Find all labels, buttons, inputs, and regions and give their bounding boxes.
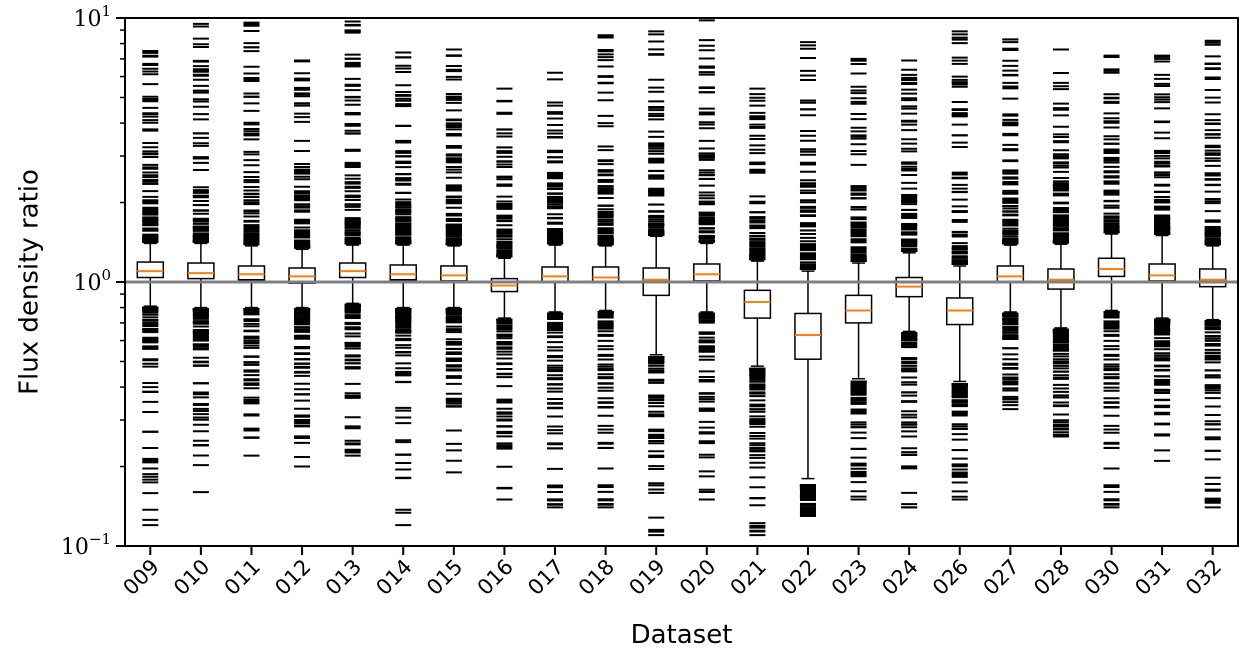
x-tick-label: 026 xyxy=(928,555,973,600)
y-tick-label: 10−1 xyxy=(61,530,111,560)
outliers-021 xyxy=(749,87,766,537)
x-tick-label: 015 xyxy=(422,555,467,600)
box-012 xyxy=(288,59,316,468)
plot-content xyxy=(136,19,1227,537)
box-023 xyxy=(844,57,873,501)
box-body xyxy=(794,312,822,360)
box-body xyxy=(389,264,417,281)
box-031 xyxy=(1148,54,1176,462)
x-tick-label: 027 xyxy=(979,555,1024,600)
y-axis-label: Flux density ratio xyxy=(15,169,45,395)
box-body xyxy=(996,265,1025,283)
box-body xyxy=(591,266,620,283)
x-tick-label: 023 xyxy=(827,555,872,600)
box-body xyxy=(693,263,721,282)
x-tick-label: 022 xyxy=(776,555,821,600)
outliers-014 xyxy=(395,51,412,527)
box-009 xyxy=(136,49,165,527)
box-body xyxy=(440,265,468,282)
outliers-024 xyxy=(901,59,918,509)
x-tick-label: 018 xyxy=(574,555,619,600)
x-tick-label: 024 xyxy=(877,555,922,600)
x-tick-label: 017 xyxy=(523,555,568,600)
outliers-031 xyxy=(1154,54,1171,462)
outliers-022 xyxy=(799,41,816,517)
box-body xyxy=(541,266,569,283)
box-body xyxy=(136,261,165,279)
box-body xyxy=(1097,257,1126,278)
box-022 xyxy=(794,41,822,517)
x-axis-label: Dataset xyxy=(631,620,733,650)
x-axis-ticks: 009 010 011 012 013 014 015 016 017 018 019 020 021 0… xyxy=(119,546,1226,600)
box-021 xyxy=(743,87,772,537)
x-tick-label: 028 xyxy=(1029,555,1074,600)
x-tick-label: 021 xyxy=(726,555,771,600)
x-tick-label: 012 xyxy=(270,555,315,600)
outliers-020 xyxy=(698,19,715,501)
box-024 xyxy=(895,59,923,509)
x-tick-label: 030 xyxy=(1080,555,1125,600)
x-tick-label: 020 xyxy=(675,555,720,600)
outliers-027 xyxy=(1002,38,1019,411)
box-body xyxy=(1148,263,1176,282)
outliers-015 xyxy=(445,48,462,474)
box-body xyxy=(743,289,772,319)
y-tick-label: 100 xyxy=(73,266,111,296)
x-tick-label: 016 xyxy=(473,555,518,600)
x-tick-label: 011 xyxy=(220,555,265,600)
outliers-032 xyxy=(1204,39,1221,509)
outliers-026 xyxy=(951,30,968,501)
box-015 xyxy=(440,48,468,474)
y-axis-ticks: 101 100 10−1 xyxy=(61,2,125,560)
x-tick-label: 010 xyxy=(169,555,214,600)
box-032 xyxy=(1198,39,1227,509)
outliers-019 xyxy=(648,30,665,537)
outliers-018 xyxy=(597,34,614,509)
box-018 xyxy=(591,34,620,509)
box-027 xyxy=(996,38,1025,411)
box-030 xyxy=(1097,54,1126,509)
outliers-011 xyxy=(243,21,260,457)
outliers-017 xyxy=(547,71,564,509)
box-body xyxy=(844,294,873,324)
box-016 xyxy=(490,87,519,501)
box-028 xyxy=(1047,48,1075,438)
box-010 xyxy=(187,22,215,494)
box-020 xyxy=(693,19,721,501)
y-tick-label: 101 xyxy=(73,2,111,32)
x-tick-label: 019 xyxy=(624,555,669,600)
x-tick-label: 009 xyxy=(119,555,164,600)
box-011 xyxy=(237,21,266,457)
outliers-012 xyxy=(294,59,311,468)
outliers-009 xyxy=(142,49,159,527)
box-013 xyxy=(338,20,367,457)
outliers-030 xyxy=(1103,54,1120,509)
box-019 xyxy=(642,30,670,537)
box-body xyxy=(1198,268,1227,288)
x-tick-label: 014 xyxy=(371,555,416,600)
outliers-028 xyxy=(1052,48,1069,438)
box-017 xyxy=(541,71,569,509)
outliers-010 xyxy=(192,22,209,494)
box-body xyxy=(187,262,215,280)
x-tick-label: 013 xyxy=(321,555,366,600)
outliers-013 xyxy=(344,20,361,457)
box-026 xyxy=(946,30,974,501)
x-tick-label: 031 xyxy=(1130,555,1175,600)
outliers-016 xyxy=(496,87,513,501)
box-014 xyxy=(389,51,417,527)
x-tick-label: 032 xyxy=(1181,555,1226,600)
box-body xyxy=(237,265,266,281)
outliers-023 xyxy=(850,57,867,501)
